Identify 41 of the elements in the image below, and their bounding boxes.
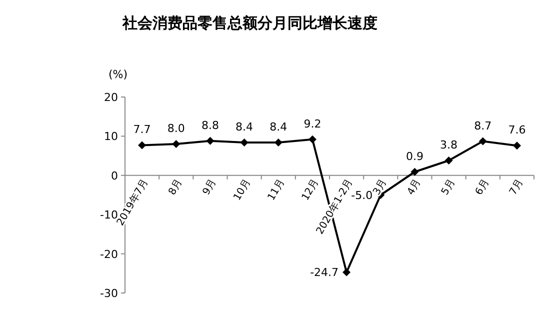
- x-tick-label: 6月: [474, 177, 492, 198]
- x-tick-label: 7月: [508, 177, 526, 198]
- x-tick-label: 5月: [440, 177, 458, 198]
- data-label: 8.4: [236, 120, 254, 134]
- point: [444, 156, 453, 165]
- x-tick-label: 12月: [300, 177, 322, 203]
- point: [240, 138, 248, 146]
- x-tick-label: 8月: [167, 177, 185, 198]
- y-tick-label: -10: [100, 208, 118, 222]
- y-axis-title: (%): [108, 68, 128, 81]
- data-label: 8.0: [167, 122, 185, 136]
- y-tick-label: -20: [100, 248, 118, 261]
- point: [478, 137, 487, 146]
- data-label: 9.2: [304, 117, 322, 130]
- data-label: 3.8: [440, 138, 458, 152]
- data-label: 8.8: [201, 118, 219, 132]
- x-tick-label: 9月: [201, 177, 219, 198]
- y-tick-label: -30: [100, 287, 118, 300]
- point: [410, 168, 419, 176]
- point: [308, 135, 316, 144]
- point: [512, 142, 521, 150]
- point: [342, 268, 351, 276]
- point: [206, 136, 214, 145]
- data-label: -24.7: [310, 266, 339, 280]
- x-tick-label: 10月: [232, 177, 253, 203]
- data-label: 0.9: [406, 150, 424, 163]
- x-tick-label: 4月: [406, 177, 424, 198]
- chart-title: 社会消费品零售总额分月同比增长速度: [122, 14, 378, 32]
- data-label: 7.7: [133, 123, 151, 136]
- y-tick-label: 20: [104, 91, 118, 104]
- point: [138, 141, 146, 150]
- x-tick-label: 11月: [266, 177, 287, 203]
- data-label: 8.4: [270, 120, 288, 134]
- data-label: 7.6: [508, 124, 526, 137]
- point: [172, 140, 180, 148]
- data-label: 8.7: [474, 119, 492, 132]
- y-tick-label: 0: [111, 169, 118, 182]
- data-label: -5.0: [351, 189, 373, 202]
- point: [274, 138, 282, 146]
- y-tick-label: 10: [104, 130, 118, 144]
- x-tick-label: 3月: [372, 177, 390, 198]
